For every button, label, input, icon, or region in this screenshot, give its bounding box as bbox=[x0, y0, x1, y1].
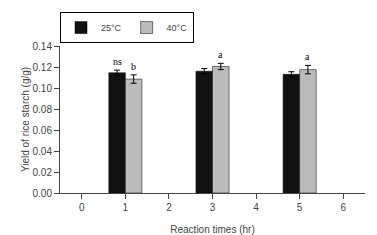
svg-text:0.10: 0.10 bbox=[33, 83, 53, 94]
svg-text:0.06: 0.06 bbox=[33, 125, 53, 136]
svg-text:5: 5 bbox=[297, 202, 303, 213]
svg-text:0.04: 0.04 bbox=[33, 146, 53, 157]
svg-text:40°C: 40°C bbox=[167, 23, 188, 33]
svg-text:4: 4 bbox=[253, 202, 259, 213]
svg-text:6: 6 bbox=[340, 202, 346, 213]
svg-text:0.14: 0.14 bbox=[33, 41, 53, 52]
svg-text:ns: ns bbox=[113, 56, 122, 67]
svg-text:a: a bbox=[305, 51, 310, 62]
svg-text:0.08: 0.08 bbox=[33, 104, 53, 115]
svg-text:0.02: 0.02 bbox=[33, 167, 53, 178]
svg-text:0.12: 0.12 bbox=[33, 62, 53, 73]
svg-text:0: 0 bbox=[79, 202, 85, 213]
svg-text:25°C: 25°C bbox=[101, 23, 122, 33]
svg-text:Yield of rice starch (g/g): Yield of rice starch (g/g) bbox=[20, 67, 31, 172]
svg-text:a: a bbox=[218, 49, 223, 60]
svg-text:3: 3 bbox=[210, 202, 216, 213]
svg-text:0.00: 0.00 bbox=[33, 188, 53, 199]
svg-text:Reaction times (hr): Reaction times (hr) bbox=[170, 224, 254, 235]
svg-text:b: b bbox=[131, 61, 136, 72]
svg-text:1: 1 bbox=[123, 202, 129, 213]
svg-text:2: 2 bbox=[166, 202, 172, 213]
